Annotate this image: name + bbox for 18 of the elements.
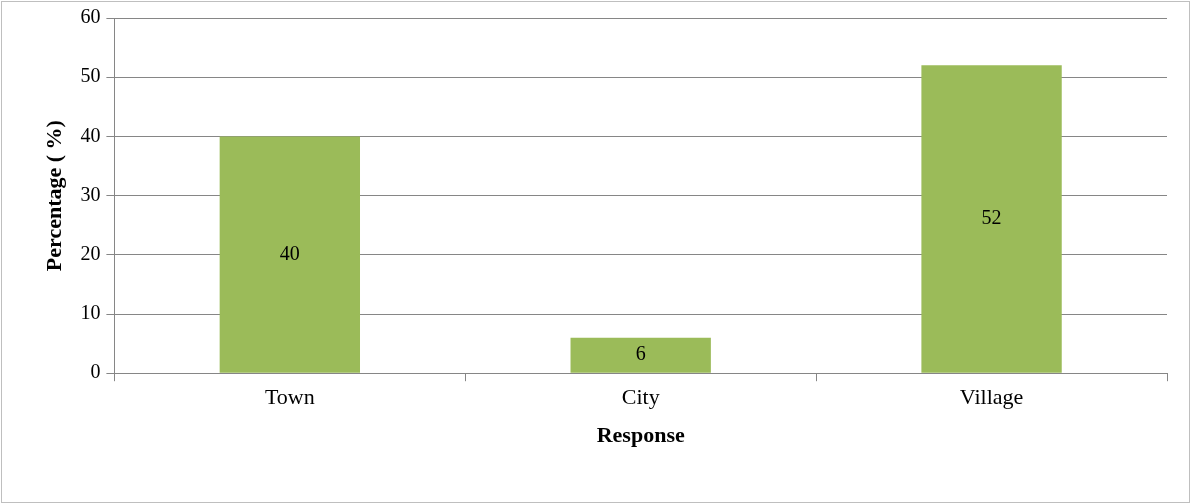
y-tick-label: 10 (80, 301, 101, 324)
y-tick-label: 30 (80, 182, 101, 205)
y-tick-label: 60 (80, 5, 101, 28)
x-tick-label: City (621, 384, 660, 410)
y-tick-label: 20 (80, 242, 101, 265)
bar (219, 136, 361, 373)
bar (570, 337, 711, 373)
x-axis-title: Response (596, 422, 685, 448)
data-label: 6 (635, 342, 646, 365)
data-label: 40 (279, 241, 300, 264)
bar (921, 65, 1062, 373)
y-tick-label: 50 (80, 64, 101, 87)
y-tick-label: 40 (80, 123, 101, 146)
y-axis-title: Percentage ( %) (40, 120, 66, 272)
x-tick-label: Village (959, 384, 1024, 410)
data-label: 52 (981, 206, 1002, 229)
x-tick-label: Town (264, 384, 315, 410)
y-tick-label: 0 (90, 360, 101, 383)
